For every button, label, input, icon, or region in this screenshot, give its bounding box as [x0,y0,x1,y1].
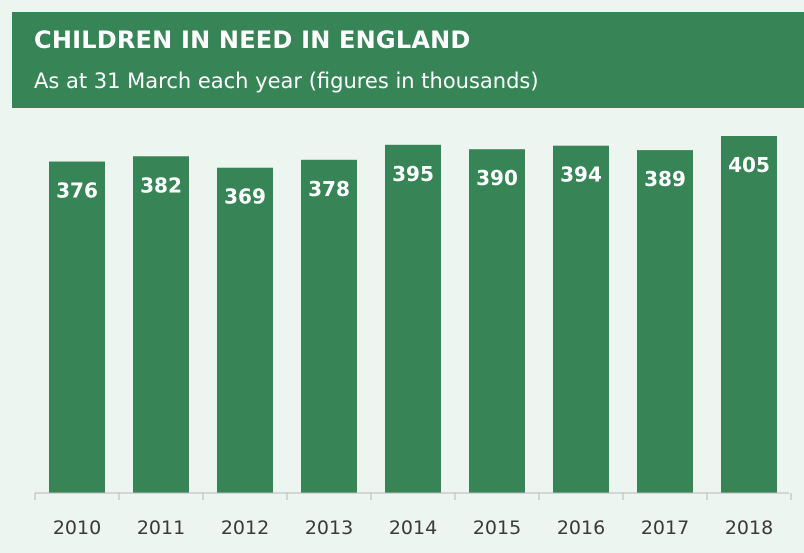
bar-2013 [301,159,357,494]
bar-2016 [553,145,609,493]
data-label-2013: 378 [308,177,350,201]
bar-2010 [49,161,105,493]
x-tick-label-2016: 2016 [557,517,605,539]
data-label-2015: 390 [476,166,518,190]
chart-title: CHILDREN IN NEED IN ENGLAND [34,26,471,54]
bar-2017 [637,150,693,493]
x-tick-label-2014: 2014 [389,517,437,539]
data-label-2018: 405 [728,153,770,177]
bar-2018 [721,136,777,493]
data-label-2011: 382 [140,173,182,197]
x-tick-label-2015: 2015 [473,517,521,539]
x-tick-label-2011: 2011 [137,517,185,539]
x-tick-label-2017: 2017 [641,517,689,539]
bar-2011 [133,156,189,493]
bar-2014 [385,144,441,493]
x-tick-label-2010: 2010 [53,517,101,539]
data-label-2014: 395 [392,162,434,186]
x-tick-label-2018: 2018 [725,517,773,539]
x-tick-label-2013: 2013 [305,517,353,539]
chart-subtitle: As at 31 March each year (figures in tho… [34,69,539,93]
x-tick-label-2012: 2012 [221,517,269,539]
bar-2012 [217,167,273,493]
data-label-2016: 394 [560,163,602,187]
data-label-2010: 376 [56,179,98,203]
chart-header: CHILDREN IN NEED IN ENGLAND As at 31 Mar… [12,12,804,108]
data-label-2017: 389 [644,167,686,191]
data-label-2012: 369 [224,185,266,209]
bar-2015 [469,149,525,493]
